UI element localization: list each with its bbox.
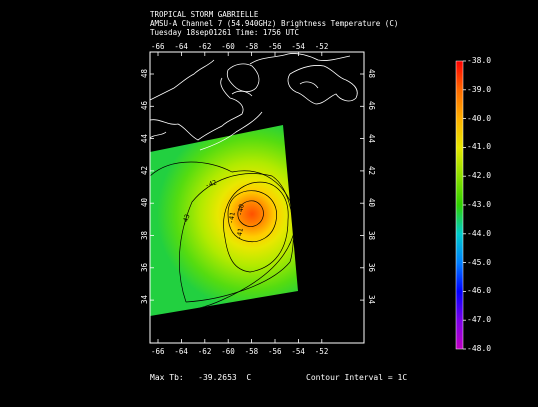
colorbar-frame: [455, 60, 464, 350]
colorbar-tick-label: -39.0: [467, 84, 492, 94]
lon-label-top: -66: [151, 42, 165, 51]
lon-label-bottom: -60: [221, 347, 235, 356]
lon-label-bottom: -64: [174, 347, 188, 356]
lon-label-top: -62: [197, 42, 212, 51]
lat-label-right: 34: [367, 295, 377, 305]
lon-label-bottom: -62: [197, 347, 212, 356]
header-channel: AMSU-A Channel 7 (54.940GHz) Brightness …: [150, 19, 399, 28]
lat-label-right: 46: [367, 101, 377, 111]
lon-label-top: -54: [291, 42, 305, 51]
lon-label-top: -60: [221, 42, 235, 51]
colorbar-tick-label: -40.0: [467, 113, 492, 123]
max-tb-readout: Max Tb: -39.2653 C: [150, 373, 252, 382]
lat-label-left: 40: [140, 198, 150, 208]
lat-label-right: 36: [367, 262, 377, 272]
lat-label-right: 38: [367, 230, 377, 240]
contour-interval: Contour Interval = 1C: [306, 373, 408, 382]
colorbar-tick-label: -42.0: [467, 171, 492, 181]
lon-label-bottom: -56: [268, 347, 282, 356]
colorbar-tick-label: -44.0: [467, 228, 492, 238]
colorbar-tick-label: -46.0: [467, 286, 492, 296]
lon-label-bottom: -66: [151, 347, 165, 356]
lon-label-bottom: -54: [291, 347, 305, 356]
colorbar-tick-label: -47.0: [467, 315, 492, 325]
lat-label-left: 36: [140, 262, 150, 272]
lat-label-left: 44: [140, 133, 150, 143]
header-title: TROPICAL STORM GABRIELLE: [150, 10, 259, 19]
lon-label-bottom: -58: [244, 347, 259, 356]
colorbar: [456, 61, 463, 349]
coastline: [149, 53, 358, 151]
lat-label-left: 34: [140, 295, 150, 305]
lat-label-left: 48: [140, 68, 150, 79]
colorbar-tick-label: -45.0: [467, 257, 492, 267]
colorbar-tick-label: -48.0: [467, 344, 492, 353]
lon-label-top: -52: [314, 42, 329, 51]
colorbar-tick-label: -43.0: [467, 200, 492, 209]
header-time: Tuesday 18sep01261 Time: 1756 UTC: [150, 28, 300, 37]
lon-label-top: -64: [174, 42, 188, 51]
colorbar-tick-label: -41.0: [467, 142, 492, 152]
lat-label-right: 44: [367, 133, 377, 143]
axis-ticks: [150, 52, 466, 350]
lat-label-right: 48: [367, 68, 377, 79]
lat-label-left: 42: [140, 165, 150, 175]
lat-label-right: 42: [367, 165, 377, 175]
lat-label-left: 38: [140, 230, 150, 240]
colorbar-tick-label: -38.0: [467, 56, 492, 65]
lat-label-left: 46: [140, 101, 150, 111]
map-frame: [149, 51, 365, 344]
lon-label-top: -56: [268, 42, 282, 51]
lon-label-top: -58: [244, 42, 259, 51]
lat-label-right: 40: [367, 198, 377, 208]
lon-label-bottom: -52: [314, 347, 329, 356]
